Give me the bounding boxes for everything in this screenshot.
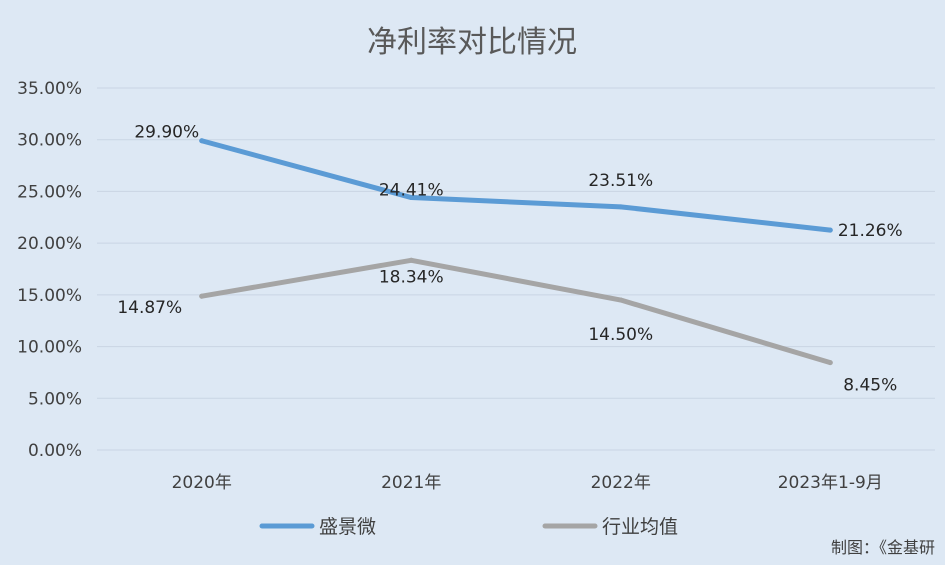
data-point [199,293,205,299]
data-label: 18.34% [379,267,444,287]
x-axis-tick-labels: 2020年 2021年 2022年 2023年1-9月 [172,473,883,493]
y-tick-label: 35.00% [17,79,82,99]
data-point [408,195,414,201]
series-line [199,138,833,233]
y-tick-label: 25.00% [17,182,82,202]
data-point [199,138,205,144]
gridlines [97,87,935,451]
chart-title: 净利率对比情况 [367,25,577,60]
data-label: 14.87% [117,298,182,318]
x-tick-label: 2021年 [381,473,441,493]
series-line [199,257,833,366]
x-tick-label: 2020年 [172,473,232,493]
data-point [827,227,833,233]
x-tick-label: 2023年1-9月 [778,473,883,493]
y-axis-tick-labels: 0.00% 5.00% 10.00% 15.00% 20.00% 25.00% 30.00%… [17,79,82,461]
data-label: 23.51% [588,171,653,191]
y-tick-label: 20.00% [17,234,82,254]
data-label: 24.41% [379,181,444,201]
data-point [827,360,833,366]
x-tick-label: 2022年 [591,473,651,493]
data-label: 21.26% [838,221,903,241]
data-point [618,297,624,303]
data-label: 14.50% [588,325,653,345]
y-tick-label: 15.00% [17,286,82,306]
y-tick-label: 10.00% [17,338,82,358]
y-tick-label: 0.00% [28,441,82,461]
y-tick-label: 5.00% [28,389,82,409]
data-point [408,257,414,263]
legend-label: 行业均值 [602,516,678,538]
data-labels: 29.90% 24.41% 23.51% 21.26% 14.87% 18.34% 14.5… [117,123,902,396]
legend-label: 盛景微 [319,516,376,538]
data-label: 8.45% [843,376,897,396]
data-point [618,204,624,210]
legend: 盛景微 行业均值 [259,516,678,538]
data-label: 29.90% [134,123,199,143]
series-lines [199,138,833,366]
chart-credit: 制图：《金基研 [831,538,935,557]
y-tick-label: 30.00% [17,131,82,151]
